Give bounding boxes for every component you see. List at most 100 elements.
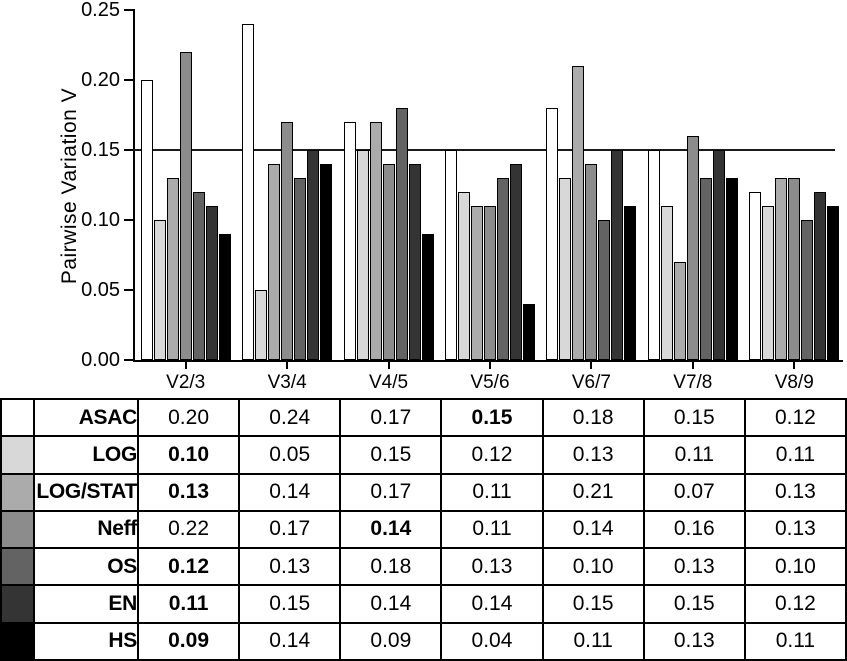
table-row-log-stat: LOG/STAT 0.13 0.14 0.17 0.11 0.21 0.07 0.13: [0, 472, 847, 512]
bar-log-v7-8: [660, 206, 673, 360]
x-axis-labels: V2/3 V3/4 V4/5 V5/6 V6/7 V7/8 V8/9: [135, 362, 845, 394]
cell-log-stat-v8-9: 0.13: [743, 472, 847, 512]
y-tick-label: 0.10: [81, 209, 120, 231]
x-tick-label: V2/3: [166, 372, 206, 393]
x-tick-label: V5/6: [470, 372, 510, 393]
cell-neff-v4-5: 0.14: [339, 509, 443, 550]
cell-log-stat-v6-7: 0.21: [541, 472, 645, 512]
legend-swatch-asac: [0, 397, 35, 438]
row-label-log-stat: LOG/STAT: [33, 472, 139, 512]
row-label-en: EN: [33, 584, 139, 624]
cell-os-v3-4: 0.13: [238, 547, 342, 587]
row-label-neff: Neff: [33, 509, 139, 550]
cell-hs-v8-9: 0.11: [743, 621, 847, 661]
bar-os-v8-9: [801, 220, 814, 360]
cell-en-v3-4: 0.15: [238, 584, 342, 624]
bar-neff-v3-4: [281, 122, 294, 360]
cell-os-v5-6: 0.13: [440, 547, 544, 587]
x-tick: [793, 362, 796, 369]
x-tick: [488, 362, 491, 369]
reference-line: [133, 149, 835, 151]
cell-asac-v4-5: 0.17: [339, 397, 443, 438]
bar-os-v2-3: [192, 192, 205, 360]
bar-asac-v2-3: [140, 80, 153, 360]
bar-hs-v5-6: [522, 304, 535, 360]
bar-neff-v8-9: [788, 178, 801, 360]
cell-hs-v5-6: 0.04: [440, 621, 544, 661]
bar-os-v6-7: [598, 220, 611, 360]
cell-neff-v3-4: 0.17: [238, 509, 342, 550]
table-row-asac: ASAC 0.20 0.24 0.17 0.15 0.18 0.15 0.12: [0, 397, 847, 438]
legend-swatch-hs: [0, 621, 35, 661]
x-tick: [590, 362, 593, 369]
x-tick: [691, 362, 694, 369]
y-tick-label: 0.00: [81, 349, 120, 371]
table-row-hs: HS 0.09 0.14 0.09 0.04 0.11 0.13 0.11: [0, 621, 847, 661]
cell-hs-v7-8: 0.13: [642, 621, 746, 661]
cell-log-v3-4: 0.05: [238, 435, 342, 475]
cell-neff-v6-7: 0.14: [541, 509, 645, 550]
bar-asac-v5-6: [444, 150, 457, 360]
x-tick-label: V8/9: [774, 372, 814, 393]
table-row-log: LOG 0.10 0.05 0.15 0.12 0.13 0.11 0.11: [0, 435, 847, 475]
x-tick-label: V7/8: [673, 372, 713, 393]
bar-neff-v2-3: [179, 52, 192, 360]
legend-table: ASAC 0.20 0.24 0.17 0.15 0.18 0.15 0.12 LOG 0.10 0…: [0, 397, 847, 661]
y-tick: [124, 9, 133, 11]
legend-swatch-log: [0, 435, 35, 475]
bar-chart: Pairwise Variation V 0.25 0.20 0.15 0.10 0.0…: [58, 0, 845, 394]
bar-en-v7-8: [712, 150, 725, 360]
cell-log-v8-9: 0.11: [743, 435, 847, 475]
y-tick: [124, 149, 133, 151]
bar-log-stat-v2-3: [166, 178, 179, 360]
cell-en-v5-6: 0.14: [440, 584, 544, 624]
y-tick: [124, 359, 133, 361]
bar-os-v3-4: [294, 178, 307, 360]
cell-log-v4-5: 0.15: [339, 435, 443, 475]
y-tick: [124, 219, 133, 221]
cell-en-v8-9: 0.12: [743, 584, 847, 624]
bar-log-stat-v4-5: [369, 122, 382, 360]
legend-swatch-log-stat: [0, 472, 35, 512]
cell-os-v6-7: 0.10: [541, 547, 645, 587]
x-cell-v7-8: V7/8: [642, 362, 743, 394]
x-cell-v4-5: V4/5: [338, 362, 439, 394]
bar-group-v3-4: [236, 10, 337, 360]
x-tick: [286, 362, 289, 369]
bar-log-stat-v7-8: [673, 262, 686, 360]
table-row-os: OS 0.12 0.13 0.18 0.13 0.10 0.13 0.10: [0, 547, 847, 587]
cell-os-v7-8: 0.13: [642, 547, 746, 587]
bar-hs-v8-9: [827, 206, 840, 360]
cell-os-v8-9: 0.10: [743, 547, 847, 587]
bar-hs-v3-4: [320, 164, 333, 360]
cell-log-stat-v3-4: 0.14: [238, 472, 342, 512]
bar-log-v4-5: [356, 150, 369, 360]
bar-log-stat-v3-4: [268, 164, 281, 360]
bar-log-stat-v6-7: [572, 66, 585, 360]
bar-group-v4-5: [338, 10, 439, 360]
bar-log-v8-9: [762, 206, 775, 360]
bar-hs-v6-7: [624, 206, 637, 360]
x-tick-label: V4/5: [369, 372, 409, 393]
y-axis-title: Pairwise Variation V: [58, 87, 81, 285]
bar-neff-v7-8: [686, 136, 699, 360]
cell-en-v4-5: 0.14: [339, 584, 443, 624]
y-axis-line: [133, 9, 135, 362]
cell-neff-v7-8: 0.16: [642, 509, 746, 550]
x-tick: [184, 362, 187, 369]
cell-neff-v5-6: 0.11: [440, 509, 544, 550]
cell-hs-v6-7: 0.11: [541, 621, 645, 661]
x-tick-label: V6/7: [571, 372, 611, 393]
legend-swatch-os: [0, 547, 35, 587]
bar-asac-v4-5: [343, 122, 356, 360]
row-label-asac: ASAC: [33, 397, 139, 438]
x-cell-v6-7: V6/7: [541, 362, 642, 394]
cell-neff-v8-9: 0.13: [743, 509, 847, 550]
cell-asac-v2-3: 0.20: [136, 397, 241, 438]
bar-hs-v7-8: [725, 178, 738, 360]
bar-log-v3-4: [255, 290, 268, 360]
bar-en-v8-9: [814, 192, 827, 360]
cell-log-v5-6: 0.12: [440, 435, 544, 475]
cell-log-stat-v7-8: 0.07: [642, 472, 746, 512]
